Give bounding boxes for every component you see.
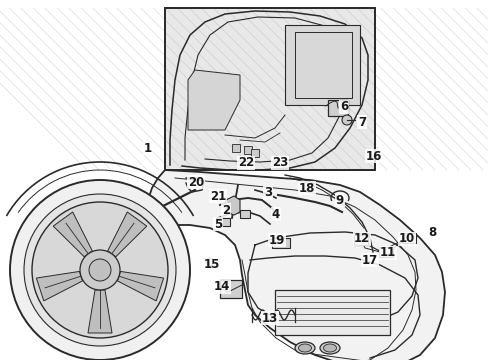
Text: 20: 20 [187, 175, 203, 189]
Circle shape [24, 194, 176, 346]
Circle shape [341, 115, 351, 125]
Ellipse shape [319, 342, 339, 354]
Ellipse shape [323, 344, 336, 352]
Bar [401, 233, 415, 243]
Bar [274, 290, 389, 335]
Bar [244, 146, 251, 154]
Circle shape [205, 258, 214, 266]
Bar [378, 247, 392, 257]
Bar [220, 280, 242, 298]
Text: 23: 23 [271, 157, 287, 170]
Polygon shape [88, 290, 112, 333]
Bar [250, 149, 259, 157]
Text: 13: 13 [262, 311, 278, 324]
Text: 17: 17 [361, 253, 377, 266]
Bar [240, 210, 249, 218]
Text: 16: 16 [365, 149, 382, 162]
Text: 4: 4 [271, 207, 280, 220]
Bar [164, 8, 374, 170]
Text: 11: 11 [379, 247, 395, 260]
Bar [327, 100, 347, 116]
Text: 12: 12 [353, 233, 369, 246]
Text: 5: 5 [213, 217, 222, 230]
Bar [164, 8, 374, 170]
Text: 1: 1 [143, 141, 152, 154]
Text: 2: 2 [222, 203, 229, 216]
Polygon shape [53, 212, 92, 257]
Polygon shape [187, 70, 240, 130]
Text: 22: 22 [237, 157, 254, 170]
Text: 18: 18 [298, 181, 315, 194]
Text: 9: 9 [335, 194, 344, 207]
Text: 19: 19 [268, 234, 285, 247]
Bar [231, 144, 240, 152]
Circle shape [32, 202, 168, 338]
Circle shape [80, 250, 120, 290]
Bar [353, 235, 367, 245]
Ellipse shape [298, 344, 311, 352]
Bar [271, 238, 289, 248]
Text: 3: 3 [264, 186, 271, 199]
Text: 7: 7 [357, 116, 366, 129]
Ellipse shape [294, 342, 314, 354]
Polygon shape [225, 196, 240, 215]
Text: 6: 6 [339, 100, 347, 113]
Circle shape [10, 180, 190, 360]
Circle shape [89, 259, 111, 281]
Polygon shape [117, 271, 163, 301]
Text: 15: 15 [203, 257, 220, 270]
Text: 21: 21 [209, 189, 225, 202]
Polygon shape [148, 170, 444, 360]
Text: 10: 10 [398, 233, 414, 246]
Bar [216, 218, 229, 226]
Polygon shape [107, 212, 146, 257]
Polygon shape [36, 271, 82, 301]
Text: 14: 14 [213, 280, 230, 293]
Bar [285, 25, 359, 105]
Text: 8: 8 [427, 226, 435, 239]
